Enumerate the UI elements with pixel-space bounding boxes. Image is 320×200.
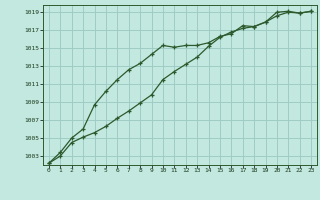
- Text: Graphe pression niveau de la mer (hPa): Graphe pression niveau de la mer (hPa): [65, 186, 255, 194]
